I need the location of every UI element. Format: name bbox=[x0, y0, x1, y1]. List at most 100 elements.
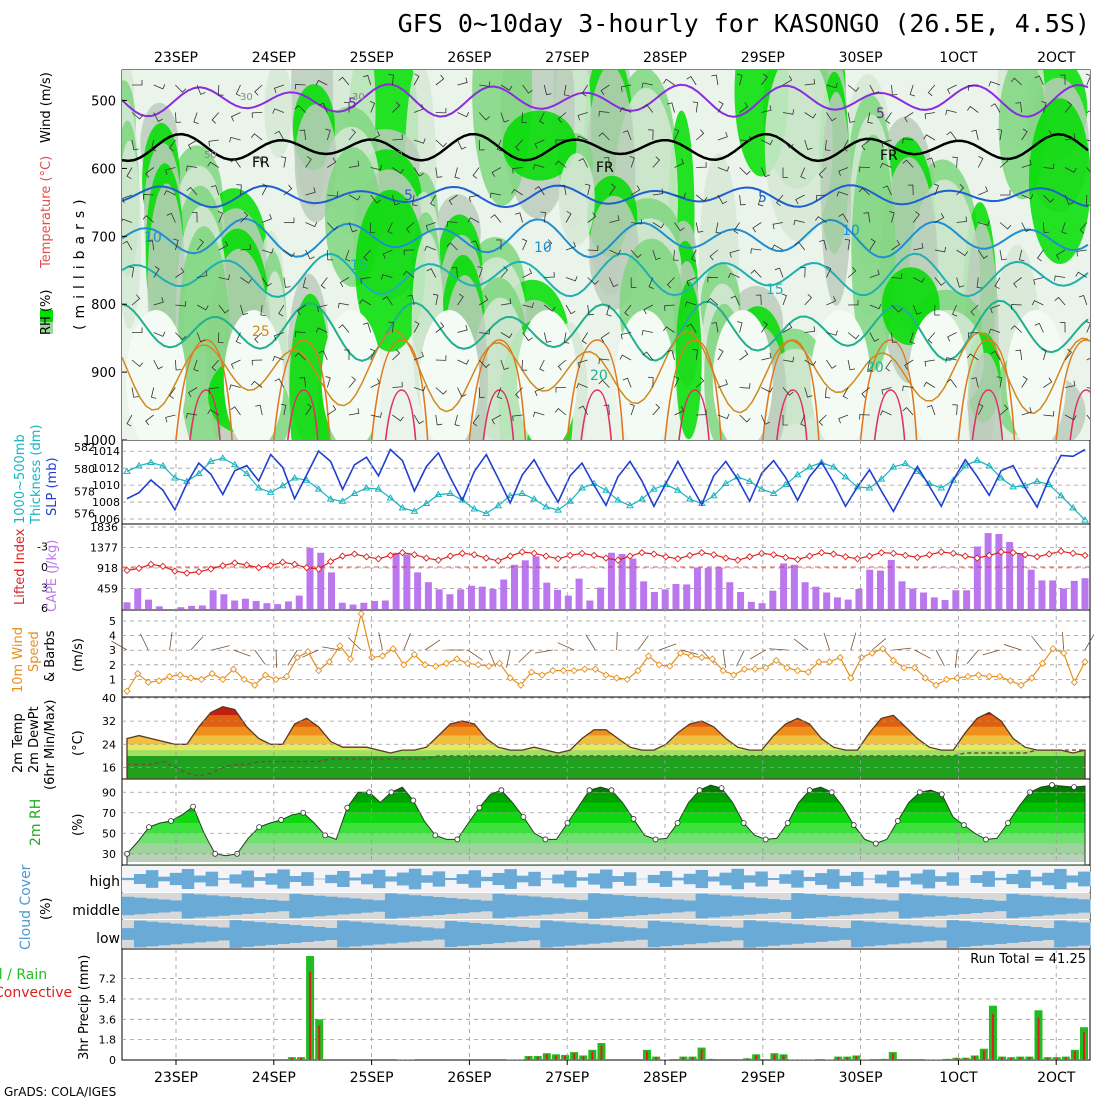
surface-wind-barb bbox=[190, 636, 204, 651]
cape-bar bbox=[328, 572, 336, 609]
cloud-bar bbox=[361, 873, 374, 885]
wind-barb bbox=[800, 167, 806, 180]
temperature-contour bbox=[122, 83, 1089, 118]
wind-speed-marker bbox=[506, 674, 514, 682]
pressure-tick: 800 bbox=[91, 298, 116, 313]
wind-barb bbox=[1086, 414, 1090, 420]
wind-speed-marker bbox=[495, 659, 504, 667]
wind-barb bbox=[967, 84, 979, 91]
wind-barb bbox=[165, 167, 176, 175]
cape-bar bbox=[790, 564, 798, 609]
wind-barb bbox=[472, 414, 480, 427]
wind-barb bbox=[339, 277, 350, 288]
cloud-bar bbox=[169, 900, 183, 912]
cloud-bar bbox=[289, 893, 302, 919]
rh-marker bbox=[344, 804, 351, 811]
cloud-bar bbox=[468, 899, 482, 913]
wind-barb bbox=[598, 358, 610, 364]
wind-barb bbox=[904, 112, 914, 123]
wind-barb bbox=[457, 112, 470, 118]
thickness-marker bbox=[446, 489, 455, 497]
cloud-bar bbox=[193, 925, 207, 943]
wind-barb bbox=[891, 84, 898, 96]
thickness-marker bbox=[422, 499, 431, 506]
rh-area bbox=[124, 782, 1086, 865]
rh-blob bbox=[502, 110, 577, 181]
wind-barb bbox=[891, 332, 898, 343]
thickness-marker bbox=[985, 461, 994, 469]
wind-barb bbox=[1034, 75, 1044, 86]
label-wind: Wind (m/s) bbox=[39, 72, 54, 143]
cape-bar bbox=[338, 602, 346, 609]
cloud-bar bbox=[468, 922, 482, 946]
wind-barb bbox=[889, 211, 895, 223]
wind-barb bbox=[175, 359, 182, 371]
li-marker bbox=[171, 567, 179, 575]
wind-barb bbox=[782, 109, 795, 115]
wind-barb bbox=[692, 349, 699, 361]
wind-barb bbox=[348, 128, 356, 141]
wind-barb bbox=[902, 385, 914, 392]
cloud-bar bbox=[241, 870, 254, 888]
cape-bar bbox=[823, 592, 831, 609]
cloud-bar bbox=[408, 926, 422, 942]
convective-bar bbox=[554, 1055, 557, 1060]
wind-speed-marker bbox=[719, 667, 727, 675]
wind-barb bbox=[126, 414, 133, 427]
wind-barb bbox=[978, 186, 989, 196]
cloud-bar bbox=[839, 875, 852, 883]
wind-barb bbox=[369, 348, 376, 361]
wind-speed-marker bbox=[708, 655, 717, 663]
cloud-bar bbox=[862, 878, 876, 880]
temp-tick: 40 bbox=[102, 692, 116, 705]
wind-speed-marker bbox=[847, 674, 855, 682]
cape-bar bbox=[1049, 580, 1057, 609]
rh-marker bbox=[960, 822, 967, 828]
contour-label: 15 bbox=[350, 258, 368, 274]
wind-speed-marker bbox=[634, 667, 642, 675]
wind-speed-marker bbox=[517, 681, 525, 689]
wind-barb bbox=[581, 84, 589, 97]
wind-barb bbox=[230, 359, 241, 369]
wind-barb bbox=[539, 112, 545, 125]
cloud-bar bbox=[886, 923, 900, 945]
surface-wind-barb bbox=[823, 632, 830, 651]
wind-barb bbox=[869, 332, 880, 342]
cloud-bar bbox=[145, 898, 159, 914]
wind-barb bbox=[370, 378, 381, 388]
li-marker bbox=[841, 553, 850, 561]
wind-barb bbox=[273, 332, 285, 341]
top-date-label: 27SEP bbox=[545, 50, 589, 66]
cloud-bar bbox=[647, 920, 661, 948]
rh-dry-area bbox=[419, 310, 480, 440]
wind-barb bbox=[674, 406, 685, 416]
wind-barb bbox=[362, 74, 372, 86]
wind-barb bbox=[902, 407, 914, 416]
bottom-date-axis: 23SEP 24SEP 25SEP 26SEP 27SEP 28SEP 29SEP 30SEP… bbox=[154, 1060, 1076, 1086]
cloud-bar bbox=[540, 878, 553, 880]
wind-barb bbox=[544, 239, 553, 251]
wind-barb bbox=[826, 330, 838, 336]
wind-barb bbox=[294, 331, 306, 337]
wind-barb bbox=[348, 376, 356, 388]
wind-barb bbox=[388, 321, 394, 333]
cloud-bar bbox=[444, 897, 458, 915]
cloud-bar bbox=[755, 898, 768, 914]
wind-barb bbox=[1036, 249, 1044, 262]
li-marker bbox=[829, 550, 838, 558]
wind-barb bbox=[739, 135, 751, 142]
wind-barb bbox=[966, 105, 979, 113]
cloud-bar bbox=[516, 926, 529, 942]
cloud-bar bbox=[384, 924, 398, 944]
wind-barb bbox=[522, 268, 533, 278]
wind-barb bbox=[838, 414, 849, 424]
cape-bar bbox=[963, 590, 971, 609]
cape-bar bbox=[618, 554, 626, 609]
li-marker bbox=[638, 549, 646, 557]
top-date-label: 30SEP bbox=[839, 50, 883, 66]
rh-legend-swatch-light bbox=[40, 322, 53, 334]
wind-speed-marker bbox=[942, 675, 951, 684]
cape-bar bbox=[629, 558, 637, 609]
rh-marker bbox=[1071, 784, 1077, 791]
rh-tick: 50 bbox=[102, 827, 116, 840]
